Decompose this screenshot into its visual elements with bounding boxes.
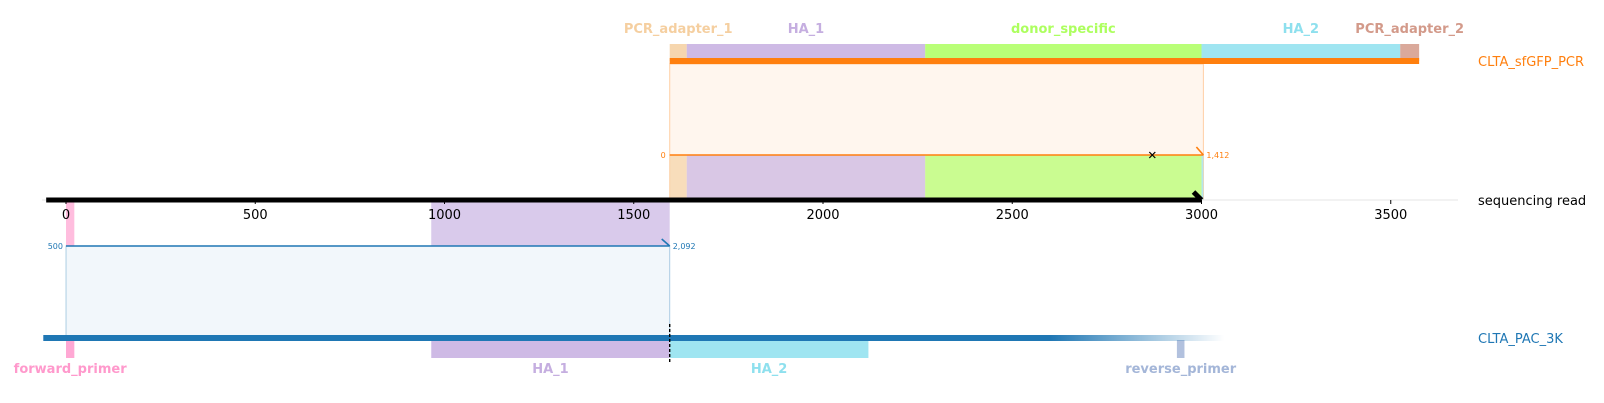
- top-alignment-arrowhead: [1195, 146, 1204, 156]
- bottom-alignment-arrowhead: [661, 238, 671, 247]
- bottom-feature-label-ha-2: HA_2: [751, 362, 788, 377]
- top-alignment-start-label: 0: [661, 151, 666, 160]
- top-reference-bar: [669, 58, 1420, 64]
- top-feature-label-ha-2: HA_2: [1283, 22, 1320, 37]
- bottom-alignment-region: [65, 245, 671, 339]
- bottom-read-name: CLTA_PAC_3K: [1478, 332, 1563, 347]
- bottom-feature-label-reverse-primer: reverse_primer: [1125, 362, 1237, 377]
- axis-layer: [42, 190, 1458, 204]
- reference-lines-layer: [43, 58, 1420, 364]
- axis-tick-label-0: 0: [62, 208, 70, 223]
- axis-tick-label-1000: 1000: [428, 208, 461, 223]
- axis-tick-label-500: 500: [243, 208, 268, 223]
- axis-tick-label-2000: 2000: [806, 208, 839, 223]
- feature-blocks-layer: [66, 44, 1420, 358]
- sequencing-read-arrowhead: [1191, 190, 1204, 202]
- bottom-feature-forward-primer: [66, 340, 75, 358]
- bottom-reference-bar: [43, 335, 1225, 341]
- top-feature-label-ha-1: HA_1: [788, 22, 825, 37]
- read-feature-ha-1: [686, 155, 926, 200]
- mismatch-marker: [1148, 151, 1156, 159]
- bottom-feature-label-forward-primer: forward_primer: [14, 362, 128, 377]
- top-feature-ha-2: [1201, 44, 1401, 61]
- axis-tick-label-3000: 3000: [1185, 208, 1218, 223]
- top-feature-label-donor-specific: donor_specific: [1011, 22, 1116, 37]
- bottom-feature-ha-1: [431, 340, 670, 358]
- bottom-alignment-end-label: 2,092: [673, 242, 696, 251]
- sequencing-read-bar: [46, 197, 1202, 203]
- top-read-name: CLTA_sfGFP_PCR: [1478, 55, 1584, 70]
- read-feature-ha-2: [1201, 155, 1204, 200]
- read-feature-pcr-adapter-1: [669, 155, 687, 200]
- axis-tick-label-2500: 2500: [996, 208, 1029, 223]
- bottom-alignment-start-label: 500: [48, 242, 63, 251]
- top-feature-ha-1: [686, 44, 926, 61]
- read-feature-donor-specific: [925, 155, 1202, 200]
- top-feature-label-pcr-adapter-2: PCR_adapter_2: [1355, 22, 1464, 37]
- bottom-feature-label-ha-1: HA_1: [532, 362, 569, 377]
- axis-tick-label-3500: 3500: [1374, 208, 1407, 223]
- top-feature-pcr-adapter-1: [669, 44, 687, 61]
- bottom-feature-reverse-primer: [1176, 340, 1185, 358]
- axis-tick-label-1500: 1500: [617, 208, 650, 223]
- top-feature-donor-specific: [925, 44, 1202, 61]
- labels-layer: PCR_adapter_1 HA_1 donor_specific HA_2 PCR_a…: [14, 22, 1586, 377]
- bottom-feature-ha-2: [669, 340, 869, 358]
- top-alignment-end-label: 1,412: [1206, 151, 1229, 160]
- top-feature-label-pcr-adapter-1: PCR_adapter_1: [624, 22, 733, 37]
- read-feature-bottom-forward-primer: [66, 202, 75, 246]
- read-feature-bottom-ha-1: [431, 202, 670, 246]
- top-feature-pcr-adapter-2: [1400, 44, 1420, 61]
- middle-read-name: sequencing read: [1478, 194, 1586, 209]
